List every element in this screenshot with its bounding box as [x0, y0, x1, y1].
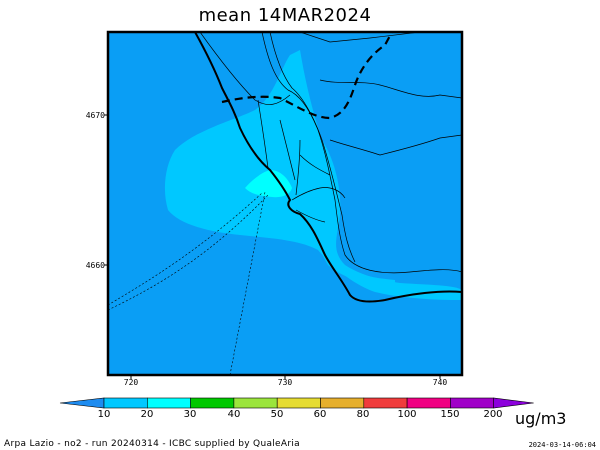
y-tick-label: 4670	[85, 111, 105, 120]
colorbar-swatch	[103, 397, 148, 409]
colorbar-unit: ug/m3	[515, 409, 567, 428]
colorbar-swatch	[320, 397, 365, 409]
colorbar-arrow-high	[493, 397, 534, 409]
flight-tracks	[108, 191, 269, 375]
run-info: Arpa Lazio - no2 - run 20240314 - ICBC s…	[4, 439, 300, 449]
colorbar-label: 80	[356, 409, 370, 420]
regional-border	[221, 32, 393, 120]
y-tick-label: 4660	[85, 261, 105, 270]
admin-borders	[199, 32, 462, 274]
colorbar-swatch	[190, 397, 235, 409]
map-title: mean 14MAR2024	[198, 5, 372, 26]
colorbar-arrow-low	[59, 397, 105, 409]
colorbar-label: 50	[270, 409, 284, 420]
x-tick-label: 730	[277, 378, 293, 387]
colorbar-label: 100	[397, 409, 417, 420]
timestamp: 2024-03-14-06:04	[528, 441, 596, 449]
colorbar-swatch	[147, 397, 191, 409]
x-tick-label: 720	[123, 378, 139, 387]
colorbar-swatch	[450, 397, 494, 409]
colorbar-label: 200	[483, 409, 503, 420]
colorbar-label: 60	[313, 409, 327, 420]
coastline	[194, 32, 462, 303]
colorbar-label: 150	[440, 409, 460, 420]
colorbar-label: 20	[140, 409, 154, 420]
plume-mid	[245, 170, 292, 198]
colorbar-swatch	[276, 397, 321, 409]
x-tick-label: 740	[432, 378, 448, 387]
colorbar-swatch	[233, 397, 278, 409]
plume-low	[164, 50, 462, 300]
plume-coast	[300, 215, 395, 286]
colorbar-label: 40	[227, 409, 241, 420]
colorbar-swatch	[406, 397, 451, 409]
colorbar-swatch	[363, 397, 408, 409]
colorbar-label: 10	[97, 409, 111, 420]
colorbar-label: 30	[183, 409, 197, 420]
